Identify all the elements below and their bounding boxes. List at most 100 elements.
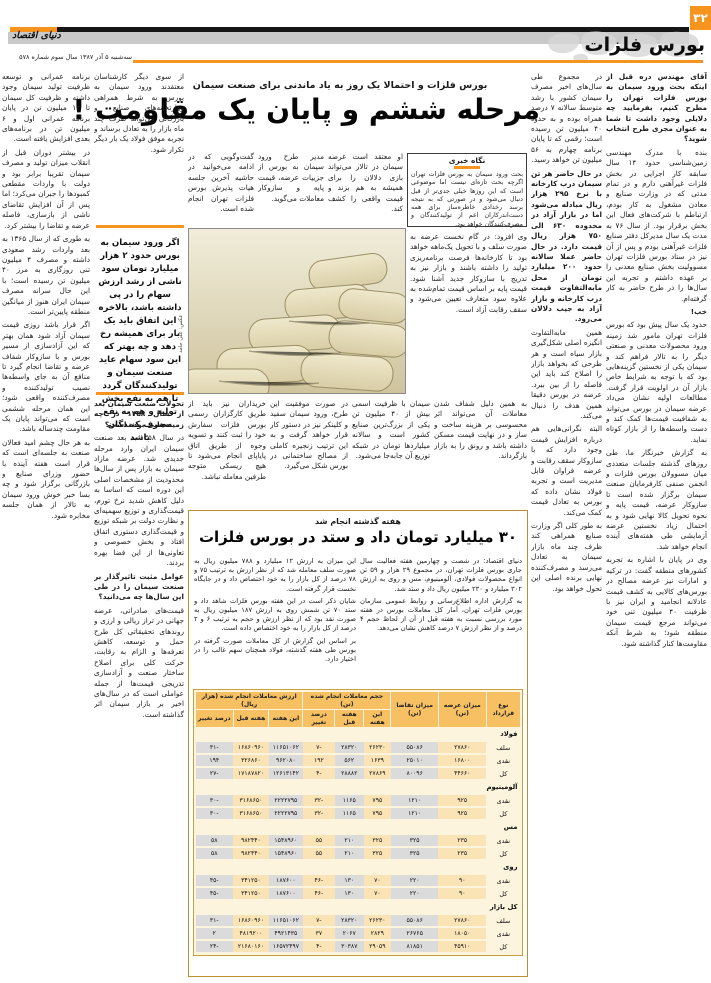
header-row: نوع قرارداد میزان عرضه (تن) میزان تقاضا (ت… — [194, 691, 522, 728]
value-cell: ۱۹۴ — [195, 754, 234, 768]
question-paragraph: در حال حاضر هر تن سیمان درب کارخانه با ن… — [531, 168, 602, 324]
row-label: کل — [486, 887, 521, 901]
paragraph: در بیشتر دوران قبل از انقلاب میزان تولید… — [2, 147, 90, 230]
value-cell: ۲۶۲۳۰ — [363, 741, 391, 755]
column-subheader: این هفته — [268, 709, 304, 728]
value-cell: ۳۴۱۲۵۰ — [233, 874, 269, 888]
box-title: ۳۰ میلیارد تومان داد و ستد در بورس فلزات — [198, 528, 518, 546]
value-cell: ۱۵۴۸۹۶۰ — [268, 834, 303, 848]
value-cell: -۳۱ — [195, 741, 234, 755]
cement-bags-illustration — [189, 229, 405, 393]
article-column-right-outer: آقای مهندس دره قبل از اینکه بحث ورود سیم… — [606, 72, 707, 977]
value-cell: ۱۳۰ — [334, 874, 364, 888]
value-cell: ۸۱۸۵۱ — [390, 940, 439, 954]
value-cell: ۱۲۱۰ — [390, 807, 439, 821]
section-label: روی — [195, 860, 521, 875]
market-table: نوع قرارداد میزان عرضه (تن) میزان تقاضا (ت… — [194, 691, 522, 954]
value-cell: ۲۳۵ — [438, 847, 487, 861]
value-cell: ۱۲۶۱۳۱۴۲ — [268, 767, 303, 781]
value-cell: ۳۲۵ — [363, 834, 391, 848]
section-row: مس — [195, 820, 521, 835]
value-cell: ۱۷۱۸۷۸۲۰ — [233, 767, 269, 781]
question-paragraph: آقای مهندس دره قبل از اینکه بحث ورود سیم… — [606, 72, 707, 144]
paragraph: وی افزود: در گام نخست عرضه به صورت سلف و… — [410, 232, 527, 314]
newspaper-nameplate: دنیای اقتصاد — [12, 30, 61, 41]
value-cell: -۴ — [302, 767, 335, 781]
section-row: فولاد — [195, 727, 521, 742]
column-header: حجم معاملات انجام شده (تن) — [302, 691, 392, 710]
value-cell: ۱۶۸۰۰ — [438, 754, 487, 768]
article-column-under-photo-4: به همین دلیل شفاف شدن معاملات آن می‌توان… — [434, 399, 527, 507]
value-cell: -۴۵ — [195, 887, 234, 901]
value-cell: ۲۲۲۲۷۹۵ — [268, 807, 303, 821]
row-label: نقدی — [486, 927, 521, 941]
paragraph: برنامه عمرانی و توسعه ظرفیت تولید سیمان … — [2, 72, 90, 144]
article-column-left-outer: برنامه عمرانی و توسعه ظرفیت تولید سیمان … — [2, 72, 90, 977]
value-cell: ۲۹۰۵۹ — [363, 940, 391, 954]
paragraph: گفت‌وگویی که در ادامه می‌خوانید در حاشیه… — [188, 152, 254, 214]
column-subheader: هفته قبل — [232, 709, 270, 728]
header-rule — [133, 60, 703, 63]
question-paragraph: تحولات صنعت سیمان بعد از سال ۱۳۵۸ در چه … — [94, 399, 184, 429]
table-row: نقدی ۱۶۸۰۰ ۲۵۰۱۰ ۱۶۳۹ ۵۶۲ ۱۹۲ ۹۶۲۰۸۰ ۳۲۶۸۶۰ ۱۹۴ — [195, 754, 521, 768]
paragraph: بنده با مدرک مهندسی زمین‌شناسی حدود ۱۴ س… — [606, 147, 707, 303]
column-subheader: هفته قبل — [334, 709, 365, 728]
value-cell: ۴۴۶۶۰ — [438, 767, 487, 781]
value-cell: ۳۷ — [302, 927, 335, 941]
paragraph: حدود یک سال پیش بود که بورس فلزات تهران … — [606, 320, 707, 444]
paragraph: در صورت موفقیت این طرح، ورود سیمان سفید … — [270, 399, 348, 471]
article-column-under-photo-2: در صورت موفقیت این طرح، ورود سیمان سفید … — [270, 399, 348, 507]
intro-box-underline — [454, 166, 480, 169]
value-cell: ۷۰ — [363, 887, 391, 901]
market-table-wrap: نوع قرارداد میزان عرضه (تن) میزان تقاضا (ت… — [193, 689, 523, 956]
paragraph: در سال ۱۳۵۸ به بعد صنعت سیمان ایران وارد… — [94, 433, 184, 568]
value-cell: -۴۶ — [302, 874, 335, 888]
intro-box-body: بحث ورود سیمان به بورس فلزات تهران اگرچه… — [411, 171, 523, 228]
value-cell: ۱۱۶۵ — [334, 794, 364, 808]
column-header: میزان عرضه (تن) — [437, 691, 487, 728]
article-column-right-inner: در مجموع طی سال‌های اخیر مصرف سیمان کشور… — [531, 72, 602, 977]
column-subheader: درصد تغییر — [302, 709, 336, 728]
value-cell: ۱۱۶۵۱۰۶۲ — [268, 914, 303, 928]
box-body-right: دنیای اقتصاد: در شصت و چهارمین هفته فعال… — [360, 557, 522, 685]
paragraph: قیمت‌های صادراتی، عرضه جهانی در تراز ریا… — [94, 605, 184, 719]
row-label: سلف — [486, 741, 521, 755]
value-cell: ۳۱۶۸۶۵۰ — [233, 794, 269, 808]
row-label: کل — [486, 847, 521, 861]
box-body-left: این میزان به ارزش ۱۲ میلیارد و ۷۸۸ میلیو… — [194, 557, 356, 685]
lead-column-2: مدیر طرح ورود سیمان به بورس از جزییات عر… — [258, 152, 324, 225]
value-cell: ۱۱۶۵۱۰۶۲ — [268, 741, 303, 755]
lead-column-1: گفت‌وگویی که در ادامه می‌خوانید در حاشیه… — [188, 152, 254, 225]
section-row: روی — [195, 860, 521, 875]
value-cell: -۴۵ — [195, 874, 234, 888]
value-cell: ۳۴۱۲۵۰ — [233, 887, 269, 901]
row-label: کل — [486, 767, 521, 781]
table-row: سلف ۲۷۸۶۰ ۵۵۰۸۶ ۲۶۲۳۰ ۲۸۳۲۰ -۷ ۱۱۶۵۱۰۶۲ ۱۶۸۶۰۹۶… — [195, 914, 521, 928]
value-cell: ۲۲۲۲۷۹۵ — [268, 794, 303, 808]
value-cell: ۱۶۸۶۰۹۶۰ — [233, 914, 269, 928]
value-cell: ۱۸۷۶۰۰ — [268, 874, 303, 888]
value-cell: -۴ — [302, 940, 335, 954]
value-cell: ۵۵۰۸۶ — [390, 741, 439, 755]
row-label: کل — [486, 807, 521, 821]
value-cell: ۲۲۰ — [390, 887, 439, 901]
paragraph: دنیای اقتصاد: در شصت و چهارمین هفته فعال… — [360, 557, 522, 593]
section-label: کل بازار — [195, 900, 521, 915]
row-label: نقدی — [486, 874, 521, 888]
value-cell: ۲۱۰ — [334, 834, 364, 848]
value-cell: ۲۸۳۲۰ — [334, 741, 364, 755]
intro-box: نگاه خبری بحث ورود سیمان به بورس فلزات ت… — [407, 153, 527, 228]
paragraph: او معتقد است عرضه سیمان در تالار می‌توان… — [328, 152, 403, 214]
header-orange-bar — [10, 27, 57, 32]
pull-quote: اگر ورود سیمان به بورس حدود ۲ هزار میلیا… — [96, 225, 184, 443]
value-cell: ۵۶۲ — [334, 754, 364, 768]
table-row: نقدی ۹۲۵ ۱۲۱۰ ۷۹۵ ۱۱۶۵ -۳۲ ۲۲۲۲۷۹۵ ۳۱۶۸۶۵۰ -۳۰ — [195, 794, 521, 808]
column-header: ارزش معاملات انجام شده (هزار ریال) — [194, 691, 304, 710]
value-cell: ۳۲۶۸۶۰ — [233, 754, 269, 768]
row-label: نقدی — [486, 794, 521, 808]
row-label: نقدی — [486, 754, 521, 768]
value-cell: ۷۹۵ — [363, 794, 391, 808]
value-cell: -۳۰ — [195, 794, 234, 808]
header-gray-band — [8, 32, 689, 44]
value-cell: ۵۸ — [195, 834, 234, 848]
